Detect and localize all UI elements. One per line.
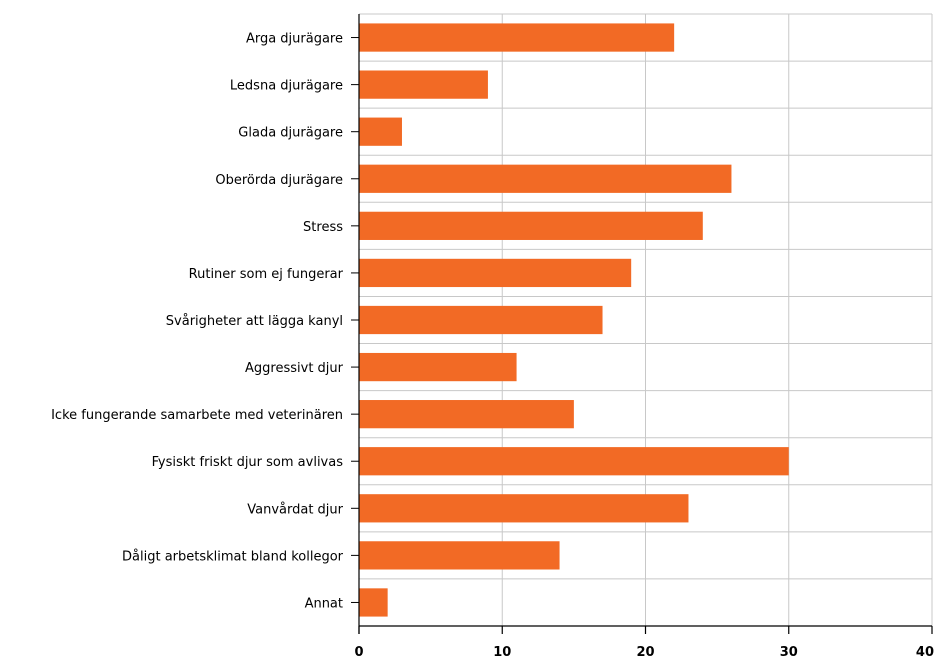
grid-lines: [358, 13, 933, 626]
category-labels: Arga djurägare Ledsna djurägare Glada djur…: [51, 32, 344, 612]
bar: [359, 164, 732, 193]
bar: [359, 70, 488, 99]
x-tick-label: 20: [636, 645, 654, 660]
category-label: Svårigheter att lägga kanyl: [166, 314, 343, 329]
category-label: Arga djurägare: [246, 32, 343, 47]
category-label: Stress: [303, 220, 343, 235]
category-label: Dåligt arbetsklimat bland kollegor: [122, 549, 344, 564]
bar: [359, 352, 517, 382]
x-tick-label: 10: [493, 645, 511, 660]
category-label: Rutiner som ej fungerar: [189, 267, 344, 282]
bar: [359, 400, 574, 429]
bar: [359, 588, 388, 617]
x-tick-label: 40: [916, 645, 934, 660]
bar: [359, 541, 560, 570]
category-label: Oberörda djurägare: [215, 173, 343, 188]
category-label: Aggressivt djur: [245, 361, 344, 376]
category-label: Fysiskt friskt djur som avlivas: [152, 455, 344, 470]
x-tick-label: 30: [780, 645, 798, 660]
axes: [351, 14, 933, 634]
category-label: Ledsna djurägare: [230, 79, 343, 94]
category-label: Glada djurägare: [238, 126, 343, 141]
bar: [359, 258, 632, 288]
bar: [359, 211, 703, 240]
tick-labels: 0 10 20 30 40: [354, 645, 934, 660]
category-label: Icke fungerande samarbete med veterinäre…: [51, 408, 343, 423]
bar: [359, 494, 689, 523]
bar: [359, 23, 675, 52]
category-label: Annat: [305, 596, 343, 611]
bar: [359, 447, 789, 476]
bar: [359, 117, 402, 146]
bars: [359, 23, 789, 617]
bar: [359, 305, 603, 335]
category-label: Vanvårdat djur: [247, 502, 343, 517]
x-tick-label: 0: [354, 645, 363, 660]
